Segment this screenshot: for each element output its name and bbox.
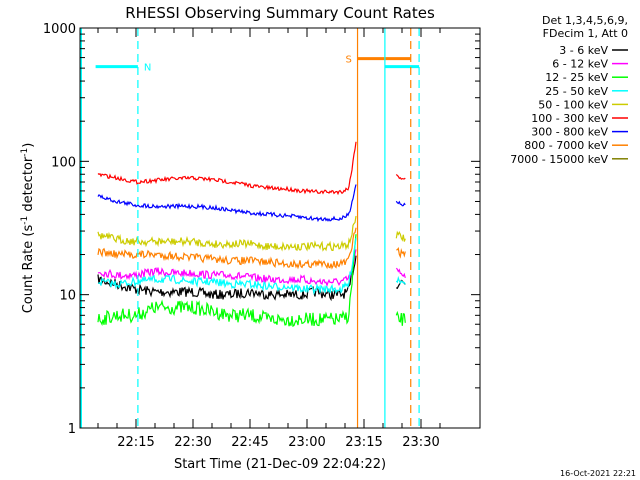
y-tick-label: 10 bbox=[59, 289, 76, 304]
y-tick-label: 1 bbox=[68, 422, 76, 437]
x-tick-label: 22:30 bbox=[174, 435, 211, 450]
series-300-800-kev-line bbox=[97, 184, 357, 223]
series-25-50-kev-line bbox=[97, 237, 357, 296]
series-100-300-kev-line bbox=[97, 141, 357, 196]
plot-frame bbox=[79, 27, 481, 429]
footer-date: 16-Oct-2021 22:21 bbox=[560, 469, 636, 478]
series-50-100-kev-line-end bbox=[395, 230, 406, 242]
x-tick-label: 23:15 bbox=[345, 435, 382, 450]
legend-label: 6 - 12 keV bbox=[552, 58, 608, 71]
series-6-12-kev-line bbox=[97, 249, 357, 288]
legend-header: FDecim 1, Att 0 bbox=[543, 27, 628, 40]
legend-label: 7000 - 15000 keV bbox=[510, 153, 608, 166]
series-group bbox=[97, 141, 406, 328]
series-12-25-kev-line-end bbox=[395, 310, 406, 326]
series-800-7000-kev-line-end bbox=[396, 246, 406, 259]
series-800-7000-kev-line bbox=[97, 227, 357, 270]
legend-label: 25 - 50 keV bbox=[545, 85, 608, 98]
saa-label: S bbox=[346, 55, 352, 66]
legend-header: Det 1,3,4,5,6,9, bbox=[542, 14, 628, 27]
x-tick-label: 22:15 bbox=[117, 435, 154, 450]
series-6-12-kev-line-end bbox=[395, 267, 406, 279]
series-300-800-kev-line-end bbox=[395, 200, 406, 207]
legend-label: 50 - 100 keV bbox=[538, 98, 608, 111]
x-tick-label: 23:30 bbox=[402, 435, 439, 450]
x-tick-label: 23:00 bbox=[288, 435, 325, 450]
night-label: N bbox=[144, 63, 151, 74]
legend-label: 300 - 800 keV bbox=[531, 126, 608, 139]
x-axis-label: Start Time (21-Dec-09 22:04:22) bbox=[174, 457, 386, 472]
axes: 1 10 100 1000 22:15 22:30 22:45 23:00 23:15 23:30 bbox=[43, 22, 481, 450]
series-3-6-kev-line bbox=[97, 255, 357, 302]
series-25-50-kev-line-end bbox=[395, 275, 406, 285]
y-tick-label: 1000 bbox=[43, 22, 76, 37]
legend-label: 12 - 25 keV bbox=[545, 71, 608, 84]
legend-label: 800 - 7000 keV bbox=[524, 139, 608, 152]
plot-area: NS bbox=[80, 28, 420, 428]
legend: Det 1,3,4,5,6,9,FDecim 1, Att 0 3 - 6 keV… bbox=[510, 14, 628, 166]
x-tick-label: 22:45 bbox=[231, 435, 268, 450]
series-12-25-kev-line bbox=[97, 234, 357, 328]
series-100-300-kev-line-end bbox=[395, 173, 406, 180]
legend-label: 3 - 6 keV bbox=[559, 44, 608, 57]
y-tick-label: 100 bbox=[51, 155, 76, 170]
legend-label: 100 - 300 keV bbox=[531, 112, 608, 125]
chart-title: RHESSI Observing Summary Count Rates bbox=[125, 4, 435, 22]
y-axis-label: Count Rate (s-1 detector-1) bbox=[20, 143, 36, 314]
series-50-100-kev-line bbox=[97, 215, 357, 252]
